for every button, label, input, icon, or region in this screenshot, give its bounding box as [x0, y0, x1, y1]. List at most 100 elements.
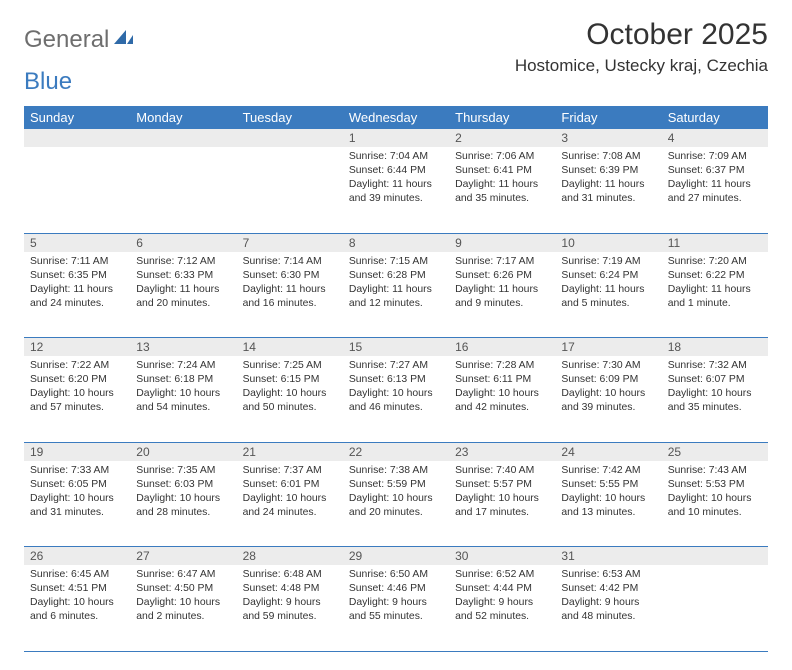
day-number: 8: [343, 233, 449, 252]
day-details: Sunrise: 7:08 AMSunset: 6:39 PMDaylight:…: [555, 147, 661, 212]
logo-text-general: General: [24, 26, 109, 54]
day-cell: Sunrise: 7:28 AMSunset: 6:11 PMDaylight:…: [449, 356, 555, 442]
daynum-row: 19202122232425: [24, 442, 768, 461]
day-cell: Sunrise: 7:11 AMSunset: 6:35 PMDaylight:…: [24, 252, 130, 338]
weekday-header: Saturday: [662, 106, 768, 129]
day-details: Sunrise: 6:52 AMSunset: 4:44 PMDaylight:…: [449, 565, 555, 630]
weekday-header: Monday: [130, 106, 236, 129]
weekday-header: Wednesday: [343, 106, 449, 129]
day-cell: Sunrise: 7:19 AMSunset: 6:24 PMDaylight:…: [555, 252, 661, 338]
day-cell: Sunrise: 7:43 AMSunset: 5:53 PMDaylight:…: [662, 461, 768, 547]
day-cell: Sunrise: 7:12 AMSunset: 6:33 PMDaylight:…: [130, 252, 236, 338]
day-number: 19: [24, 442, 130, 461]
day-number: 14: [237, 338, 343, 357]
day-cell: Sunrise: 6:52 AMSunset: 4:44 PMDaylight:…: [449, 565, 555, 651]
day-number: [662, 547, 768, 566]
weekday-header-row: Sunday Monday Tuesday Wednesday Thursday…: [24, 106, 768, 129]
day-details: Sunrise: 7:40 AMSunset: 5:57 PMDaylight:…: [449, 461, 555, 526]
day-cell: [24, 147, 130, 233]
day-number: 23: [449, 442, 555, 461]
day-number: [130, 129, 236, 147]
day-cell: [237, 147, 343, 233]
day-details: Sunrise: 7:20 AMSunset: 6:22 PMDaylight:…: [662, 252, 768, 317]
day-cell: Sunrise: 6:48 AMSunset: 4:48 PMDaylight:…: [237, 565, 343, 651]
day-number: 29: [343, 547, 449, 566]
day-cell: Sunrise: 7:37 AMSunset: 6:01 PMDaylight:…: [237, 461, 343, 547]
day-number: 25: [662, 442, 768, 461]
day-number: 16: [449, 338, 555, 357]
day-number: 6: [130, 233, 236, 252]
day-cell: Sunrise: 6:53 AMSunset: 4:42 PMDaylight:…: [555, 565, 661, 651]
day-number: 3: [555, 129, 661, 147]
day-cell: Sunrise: 6:50 AMSunset: 4:46 PMDaylight:…: [343, 565, 449, 651]
content-row: Sunrise: 7:11 AMSunset: 6:35 PMDaylight:…: [24, 252, 768, 338]
location: Hostomice, Ustecky kraj, Czechia: [515, 56, 768, 76]
day-cell: [662, 565, 768, 651]
day-cell: Sunrise: 7:24 AMSunset: 6:18 PMDaylight:…: [130, 356, 236, 442]
day-cell: Sunrise: 7:09 AMSunset: 6:37 PMDaylight:…: [662, 147, 768, 233]
day-details: Sunrise: 7:24 AMSunset: 6:18 PMDaylight:…: [130, 356, 236, 421]
logo: General: [24, 18, 137, 54]
day-details: Sunrise: 6:50 AMSunset: 4:46 PMDaylight:…: [343, 565, 449, 630]
day-details: Sunrise: 7:06 AMSunset: 6:41 PMDaylight:…: [449, 147, 555, 212]
day-details: Sunrise: 7:28 AMSunset: 6:11 PMDaylight:…: [449, 356, 555, 421]
day-cell: Sunrise: 6:45 AMSunset: 4:51 PMDaylight:…: [24, 565, 130, 651]
calendar-page: General October 2025 Hostomice, Ustecky …: [0, 0, 792, 670]
day-number: 26: [24, 547, 130, 566]
day-number: 10: [555, 233, 661, 252]
day-details: Sunrise: 6:53 AMSunset: 4:42 PMDaylight:…: [555, 565, 661, 630]
day-number: 11: [662, 233, 768, 252]
content-row: Sunrise: 6:45 AMSunset: 4:51 PMDaylight:…: [24, 565, 768, 651]
logo-text-blue: Blue: [24, 68, 72, 96]
day-cell: Sunrise: 6:47 AMSunset: 4:50 PMDaylight:…: [130, 565, 236, 651]
day-number: 18: [662, 338, 768, 357]
day-cell: Sunrise: 7:06 AMSunset: 6:41 PMDaylight:…: [449, 147, 555, 233]
logo-sail-icon: [113, 29, 135, 52]
day-details: Sunrise: 6:47 AMSunset: 4:50 PMDaylight:…: [130, 565, 236, 630]
day-number: 9: [449, 233, 555, 252]
day-number: 5: [24, 233, 130, 252]
day-cell: Sunrise: 7:20 AMSunset: 6:22 PMDaylight:…: [662, 252, 768, 338]
daynum-row: 567891011: [24, 233, 768, 252]
day-number: 30: [449, 547, 555, 566]
day-details: Sunrise: 7:15 AMSunset: 6:28 PMDaylight:…: [343, 252, 449, 317]
day-details: Sunrise: 7:38 AMSunset: 5:59 PMDaylight:…: [343, 461, 449, 526]
day-number: [237, 129, 343, 147]
day-details: Sunrise: 7:35 AMSunset: 6:03 PMDaylight:…: [130, 461, 236, 526]
day-cell: Sunrise: 7:08 AMSunset: 6:39 PMDaylight:…: [555, 147, 661, 233]
content-row: Sunrise: 7:22 AMSunset: 6:20 PMDaylight:…: [24, 356, 768, 442]
day-number: [24, 129, 130, 147]
page-title: October 2025: [515, 18, 768, 52]
day-details: Sunrise: 7:04 AMSunset: 6:44 PMDaylight:…: [343, 147, 449, 212]
day-details: Sunrise: 7:27 AMSunset: 6:13 PMDaylight:…: [343, 356, 449, 421]
daynum-row: 1234: [24, 129, 768, 147]
day-cell: Sunrise: 7:15 AMSunset: 6:28 PMDaylight:…: [343, 252, 449, 338]
day-details: Sunrise: 7:32 AMSunset: 6:07 PMDaylight:…: [662, 356, 768, 421]
day-cell: Sunrise: 7:30 AMSunset: 6:09 PMDaylight:…: [555, 356, 661, 442]
content-row: Sunrise: 7:33 AMSunset: 6:05 PMDaylight:…: [24, 461, 768, 547]
day-cell: Sunrise: 7:22 AMSunset: 6:20 PMDaylight:…: [24, 356, 130, 442]
day-cell: Sunrise: 7:35 AMSunset: 6:03 PMDaylight:…: [130, 461, 236, 547]
weekday-header: Thursday: [449, 106, 555, 129]
content-row: Sunrise: 7:04 AMSunset: 6:44 PMDaylight:…: [24, 147, 768, 233]
day-number: 20: [130, 442, 236, 461]
day-number: 15: [343, 338, 449, 357]
day-details: Sunrise: 7:19 AMSunset: 6:24 PMDaylight:…: [555, 252, 661, 317]
day-details: Sunrise: 7:17 AMSunset: 6:26 PMDaylight:…: [449, 252, 555, 317]
day-cell: Sunrise: 7:32 AMSunset: 6:07 PMDaylight:…: [662, 356, 768, 442]
day-cell: Sunrise: 7:40 AMSunset: 5:57 PMDaylight:…: [449, 461, 555, 547]
day-cell: Sunrise: 7:17 AMSunset: 6:26 PMDaylight:…: [449, 252, 555, 338]
day-details: Sunrise: 7:09 AMSunset: 6:37 PMDaylight:…: [662, 147, 768, 212]
day-number: 7: [237, 233, 343, 252]
day-details: Sunrise: 6:48 AMSunset: 4:48 PMDaylight:…: [237, 565, 343, 630]
day-details: Sunrise: 7:22 AMSunset: 6:20 PMDaylight:…: [24, 356, 130, 421]
day-number: 31: [555, 547, 661, 566]
daynum-row: 12131415161718: [24, 338, 768, 357]
day-number: 4: [662, 129, 768, 147]
day-number: 24: [555, 442, 661, 461]
weekday-header: Friday: [555, 106, 661, 129]
day-details: Sunrise: 7:33 AMSunset: 6:05 PMDaylight:…: [24, 461, 130, 526]
day-details: Sunrise: 7:25 AMSunset: 6:15 PMDaylight:…: [237, 356, 343, 421]
day-number: 27: [130, 547, 236, 566]
day-number: 22: [343, 442, 449, 461]
